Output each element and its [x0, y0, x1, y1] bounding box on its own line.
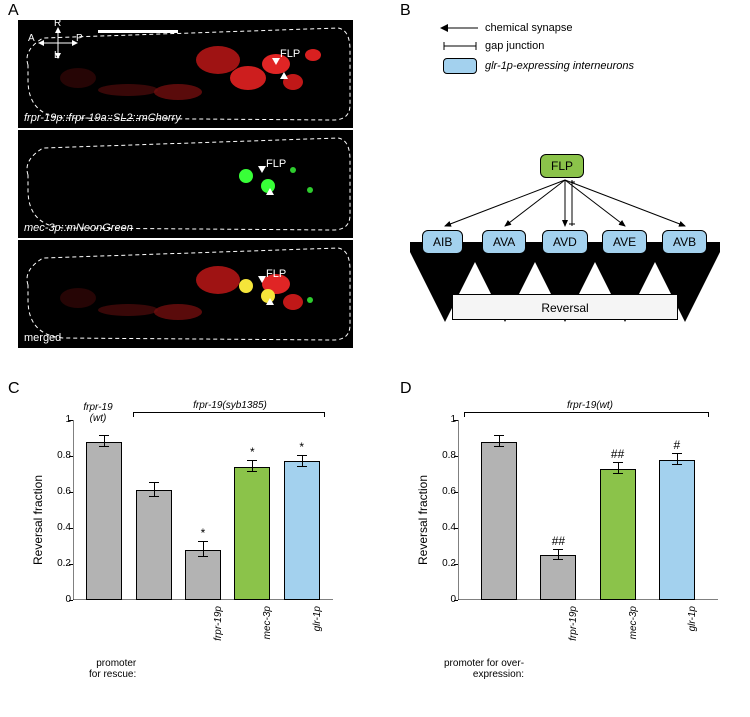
panel-label-a: A [8, 2, 19, 20]
bar [136, 490, 172, 600]
node-avd: AVD [542, 230, 588, 254]
xlabel: mec-3p [628, 606, 639, 656]
compass-l: L [54, 50, 60, 61]
group-line-c [133, 412, 325, 413]
node-ave: AVE [602, 230, 647, 254]
sig-marker: * [193, 526, 213, 540]
bar [284, 461, 320, 600]
group1-label-c: frpr-19 (wt) [77, 402, 119, 424]
legend-chem: chemical synapse [485, 22, 572, 34]
panel-label-d: D [400, 380, 412, 398]
compass-p: P [76, 33, 83, 44]
micrograph-label-2: mec-3p::mNeonGreen [24, 222, 133, 234]
compass-a: A [28, 33, 35, 44]
node-flp: FLP [540, 154, 584, 178]
reversal-box: Reversal [452, 294, 678, 320]
chart-c: Reversal fraction frpr-19 (wt) frpr-19(s… [35, 400, 345, 700]
group-line-d [464, 412, 709, 413]
chem-synapse-icon [435, 22, 485, 34]
bar [600, 469, 636, 600]
flp-label-2: FLP [266, 158, 286, 170]
micrograph-stack: A P R L FLP frpr-19p::frpr-19a::SL2::mCh… [18, 20, 353, 350]
xlabel: frpr-19p [213, 606, 224, 656]
group-label-d: frpr-19(wt) [550, 400, 630, 411]
xlabel: glr-1p [312, 606, 323, 656]
legend-gap: gap junction [485, 40, 544, 52]
micrograph-green: FLP mec-3p::mNeonGreen [18, 130, 353, 238]
sig-marker: # [667, 438, 687, 452]
gap-junction-icon [435, 40, 485, 52]
sig-marker: ## [608, 447, 628, 461]
group2-label-c: frpr-19(syb1385) [175, 400, 285, 411]
micrograph-red: A P R L FLP frpr-19p::frpr-19a::SL2::mCh… [18, 20, 353, 128]
yaxis-label-c: Reversal fraction [31, 475, 45, 565]
sig-marker: ## [548, 534, 568, 548]
node-aib: AIB [422, 230, 463, 254]
flp-label-3: FLP [266, 268, 286, 280]
micrograph-label-3: merged [24, 332, 61, 344]
legend-glr-text: glr-1p-expressing interneurons [485, 60, 634, 72]
arrowhead-icon [266, 298, 274, 305]
xlabel: glr-1p [687, 606, 698, 656]
glr-box-icon [435, 58, 485, 74]
chart-d: Reversal fraction frpr-19(wt) promoter f… [420, 400, 730, 700]
bar [481, 442, 517, 600]
bar [659, 460, 695, 600]
xlabel: frpr-19p [568, 606, 579, 656]
diagram-b: FLP AIB AVA AVD AVE AVB Reversal [410, 150, 720, 340]
promoter-header-c: promoter for rescue: [89, 658, 136, 680]
panel-label-c: C [8, 380, 20, 398]
arrowhead-icon [280, 72, 288, 79]
bar [86, 442, 122, 600]
scalebar [98, 30, 178, 33]
node-ava: AVA [482, 230, 526, 254]
arrowhead-icon [258, 276, 266, 283]
xlabel: mec-3p [262, 606, 273, 656]
arrowhead-icon [258, 166, 266, 173]
promoter-header-d: promoter for over- expression: [444, 658, 524, 680]
micrograph-merged: FLP merged [18, 240, 353, 348]
legend-b: chemical synapse gap junction glr-1p-exp… [435, 22, 634, 80]
micrograph-label-1: frpr-19p::frpr-19a::SL2::mCherry [24, 112, 181, 124]
arrowhead-icon [272, 58, 280, 65]
arrowhead-icon [266, 188, 274, 195]
sig-marker: * [292, 440, 312, 454]
node-avb: AVB [662, 230, 707, 254]
bar [540, 555, 576, 600]
sig-marker: * [242, 445, 262, 459]
panel-label-b: B [400, 2, 411, 20]
legend-glr: glr-1p-expressing interneurons [485, 60, 634, 72]
flp-label-1: FLP [280, 48, 300, 60]
bar [185, 550, 221, 600]
bar [234, 467, 270, 600]
compass-r: R [54, 20, 61, 29]
yaxis-label-d: Reversal fraction [416, 475, 430, 565]
